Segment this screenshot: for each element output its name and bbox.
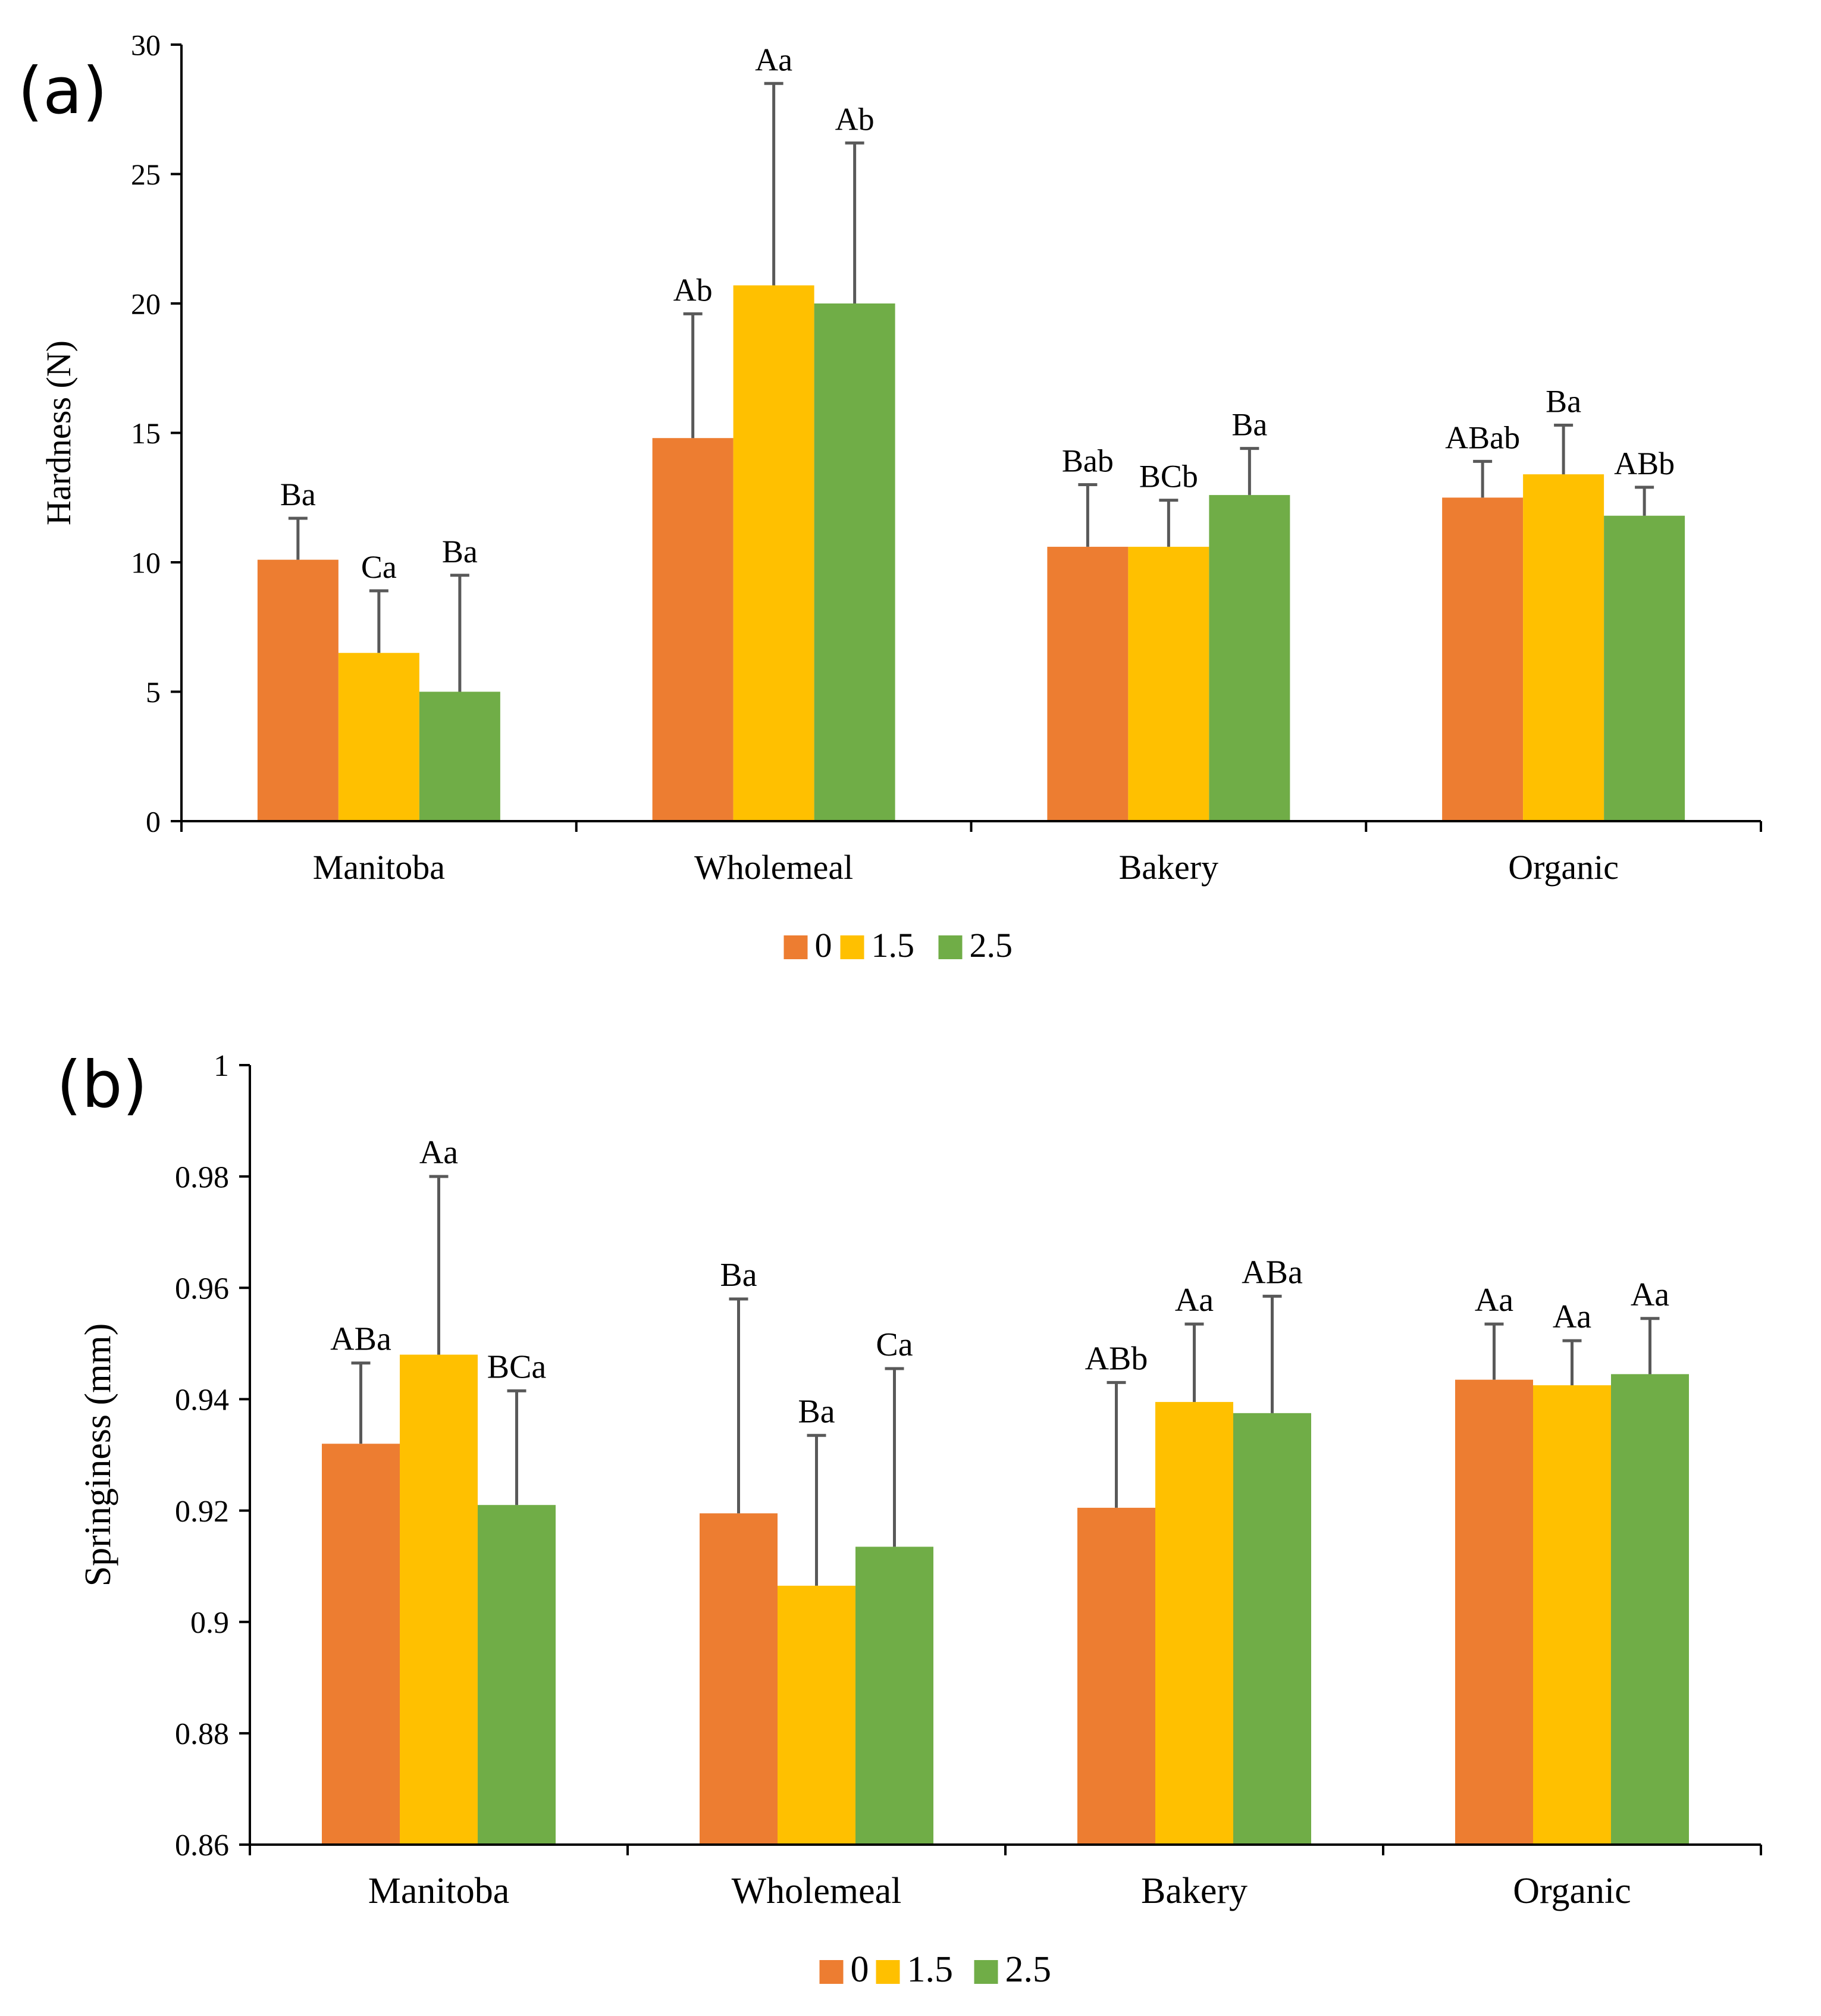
legend: 0 1.5 2.5 bbox=[819, 1949, 1052, 1990]
bar bbox=[1611, 1374, 1689, 1845]
bar-significance-label: Aa bbox=[755, 42, 792, 77]
panel-a-hardness-chart: (a) Ba Ab Bab ABab Ca Aa BCb Ba Ba Ab Ba ABb 0 5 10 15 20… bbox=[18, 29, 1762, 965]
legend-label: 0 bbox=[815, 926, 832, 965]
bar-significance-label: BCa bbox=[487, 1348, 547, 1385]
x-category-label: Organic bbox=[1513, 1871, 1631, 1911]
bar bbox=[814, 303, 895, 821]
bar-significance-label: ABb bbox=[1614, 446, 1675, 481]
y-tick-label: 0.86 bbox=[175, 1829, 229, 1862]
x-category-label: Bakery bbox=[1141, 1871, 1248, 1911]
bar-significance-label: Aa bbox=[1553, 1298, 1591, 1335]
y-tick-label: 5 bbox=[146, 675, 161, 709]
bar bbox=[322, 1444, 400, 1845]
y-axis-title: Hardness (N) bbox=[39, 340, 78, 525]
legend-swatch bbox=[938, 935, 963, 959]
bar-significance-label: ABa bbox=[330, 1321, 391, 1358]
legend-swatch bbox=[840, 935, 864, 959]
y-tick-label: 25 bbox=[131, 158, 161, 191]
bar bbox=[338, 653, 419, 821]
y-tick-label: 30 bbox=[131, 29, 161, 62]
y-tick-label: 15 bbox=[131, 417, 161, 450]
bar bbox=[1077, 1507, 1155, 1845]
bar bbox=[257, 559, 339, 821]
bar-significance-label: Ba bbox=[1546, 383, 1581, 419]
bar-significance-label: Aa bbox=[419, 1134, 458, 1171]
panel-b-springiness-chart: (b) ABa Ba ABb Aa Aa Ba Aa Aa BCa Ca ABa Aa 0.86 0.88 0… bbox=[57, 1048, 1762, 1990]
bar-significance-label: Ba bbox=[720, 1257, 757, 1294]
panel-label: (b) bbox=[57, 1048, 148, 1122]
y-tick-label: 20 bbox=[131, 287, 161, 321]
y-tick-label: 0.92 bbox=[175, 1495, 229, 1529]
y-axis-title: Springiness (mm) bbox=[78, 1323, 118, 1587]
bar bbox=[1155, 1402, 1233, 1845]
bar-significance-label: ABa bbox=[1242, 1254, 1303, 1291]
bar bbox=[1128, 546, 1209, 821]
x-category-label: Manitoba bbox=[368, 1871, 510, 1911]
bar-significance-label: ABb bbox=[1085, 1340, 1148, 1377]
y-tick-label: 1 bbox=[214, 1049, 229, 1083]
bar bbox=[1442, 497, 1524, 821]
legend-label: 0 bbox=[851, 1949, 869, 1990]
bar-significance-label: Ba bbox=[442, 534, 478, 569]
bar-significance-label: Aa bbox=[1175, 1282, 1214, 1319]
bar-significance-label: BCb bbox=[1139, 459, 1198, 494]
bar bbox=[478, 1505, 556, 1845]
bar-significance-label: Ba bbox=[798, 1393, 835, 1430]
bar-significance-label: Ba bbox=[1231, 407, 1267, 443]
y-tick-label: 0.94 bbox=[175, 1383, 229, 1417]
legend: 0 1.5 2.5 bbox=[783, 926, 1013, 965]
panel-label: (a) bbox=[18, 54, 107, 129]
y-tick-label: 10 bbox=[131, 546, 161, 580]
y-tick-label: 0 bbox=[146, 805, 161, 838]
bar bbox=[778, 1585, 855, 1845]
y-tick-label: 0.9 bbox=[190, 1606, 229, 1640]
y-tick-label: 0.96 bbox=[175, 1272, 229, 1306]
legend-swatch bbox=[819, 1960, 844, 1984]
legend-swatch bbox=[876, 1960, 900, 1984]
bar-significance-label: Ab bbox=[835, 101, 875, 137]
bar bbox=[1047, 546, 1129, 821]
x-category-label: Wholemeal bbox=[732, 1871, 902, 1911]
x-category-label: Manitoba bbox=[313, 848, 445, 887]
legend-label: 1.5 bbox=[907, 1949, 954, 1990]
bar-significance-label: Ca bbox=[876, 1326, 913, 1363]
legend-label: 2.5 bbox=[1005, 1949, 1052, 1990]
x-category-label: Bakery bbox=[1119, 848, 1219, 887]
bar-significance-label: Aa bbox=[1475, 1282, 1513, 1319]
y-tick-label: 0.88 bbox=[175, 1717, 229, 1751]
bar bbox=[1209, 494, 1290, 821]
legend-label: 2.5 bbox=[970, 926, 1013, 965]
bar bbox=[1604, 515, 1685, 821]
bar bbox=[1455, 1379, 1533, 1845]
y-tick-label: 0.98 bbox=[175, 1160, 229, 1194]
legend-label: 1.5 bbox=[872, 926, 915, 965]
bar bbox=[652, 438, 734, 821]
bar-significance-label: Ab bbox=[673, 272, 713, 308]
bar bbox=[1533, 1385, 1611, 1845]
bar bbox=[419, 691, 500, 821]
bar-significance-label: Ba bbox=[280, 477, 316, 512]
legend-swatch bbox=[974, 1960, 998, 1984]
bar bbox=[1523, 474, 1604, 821]
bar bbox=[733, 285, 814, 821]
bar-significance-label: ABab bbox=[1445, 420, 1520, 455]
legend-swatch bbox=[783, 935, 808, 959]
x-category-label: Wholemeal bbox=[694, 848, 853, 887]
bar bbox=[855, 1547, 933, 1845]
bar bbox=[1233, 1413, 1311, 1845]
bar bbox=[400, 1354, 478, 1845]
bar-significance-label: Aa bbox=[1631, 1276, 1669, 1313]
bar-significance-label: Ca bbox=[361, 549, 397, 585]
x-category-label: Organic bbox=[1508, 848, 1619, 887]
bar-significance-label: Bab bbox=[1062, 443, 1114, 479]
bar bbox=[700, 1513, 778, 1845]
